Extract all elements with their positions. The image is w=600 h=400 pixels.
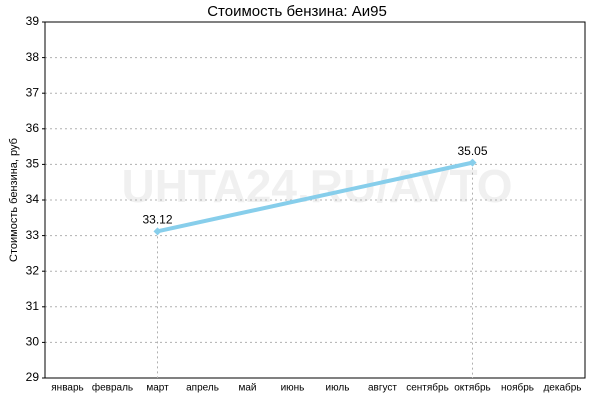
x-tick-label: март — [146, 383, 169, 394]
x-tick-label: сентябрь — [406, 382, 449, 394]
point-marker — [468, 158, 477, 167]
line-segment — [155, 160, 475, 234]
y-tick-label: 39 — [26, 14, 40, 28]
point-marker — [153, 227, 162, 236]
x-tick-label: ноябрь — [501, 382, 534, 394]
y-tick-label: 33 — [26, 228, 40, 242]
x-tick-label: май — [238, 383, 256, 394]
y-tick-label: 29 — [26, 370, 40, 384]
x-tick-label: январь — [51, 383, 83, 394]
x-tick-label: февраль — [92, 382, 133, 394]
plot-frame — [44, 21, 586, 379]
value-label: 35.05 — [457, 144, 487, 158]
x-tick-label: август — [368, 383, 397, 394]
x-tick-label: декабрь — [543, 382, 581, 394]
x-tick-label: июнь — [281, 383, 305, 394]
y-tick-label: 37 — [26, 85, 40, 99]
y-axis-label: Стоимость бензина, руб — [8, 138, 20, 262]
chart-title: Стоимость бензина: Аи95 — [207, 3, 387, 20]
value-label: 33.12 — [142, 212, 172, 226]
x-tick-label: октябрь — [454, 382, 491, 394]
x-tick-label: июль — [326, 383, 350, 394]
y-tick-label: 32 — [26, 263, 40, 277]
y-tick-label: 31 — [26, 299, 40, 313]
y-tick-label: 30 — [26, 335, 40, 349]
y-tick-label: 35 — [26, 157, 40, 171]
y-tick-label: 38 — [26, 50, 40, 64]
y-tick-label: 36 — [26, 121, 40, 135]
y-tick-label: 34 — [26, 192, 40, 206]
x-tick-label: апрель — [186, 383, 219, 394]
